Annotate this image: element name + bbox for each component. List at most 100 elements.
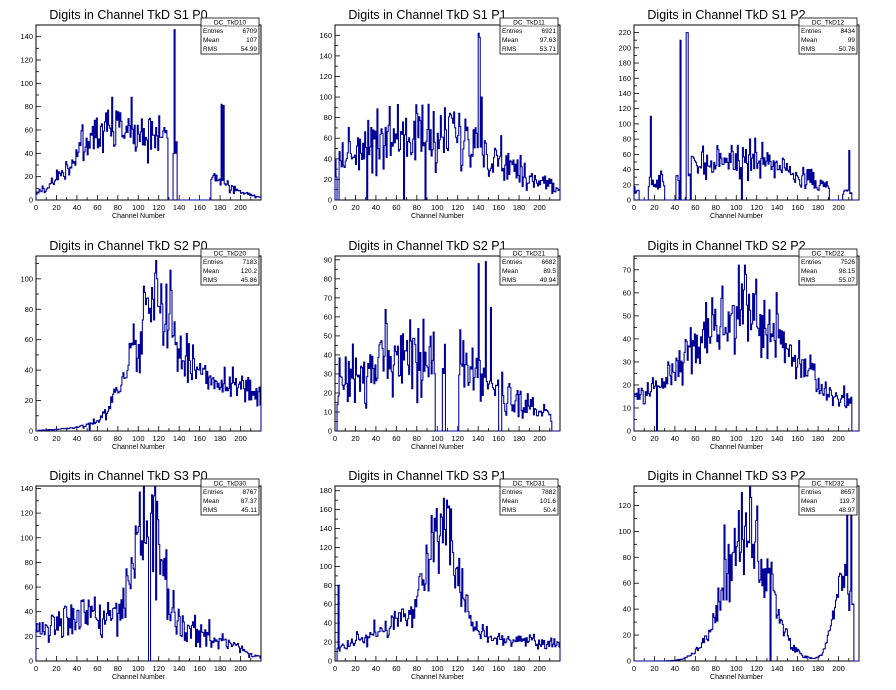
x-tick-label: 120: [750, 434, 763, 443]
y-tick-label: 40: [623, 334, 631, 343]
y-tick-label: 50: [324, 331, 332, 340]
x-tick-label: 120: [152, 664, 165, 673]
chart-title: Digits in Channel TkD S3 P2: [647, 469, 805, 483]
x-tick-label: 80: [712, 664, 720, 673]
y-tick-label: 100: [20, 79, 33, 88]
histogram-series: [35, 486, 262, 662]
y-tick-label: 0: [328, 196, 332, 205]
x-tick-label: 0: [333, 664, 337, 673]
stats-mean-label: Mean: [203, 37, 220, 44]
x-tick-label: 140: [173, 434, 186, 443]
x-tick-label: 40: [372, 434, 380, 443]
stats-box-frame: [798, 248, 858, 286]
histogram-series: [634, 486, 859, 662]
stats-rms-value: 53.71: [540, 46, 557, 53]
x-axis-label: Channel Number: [411, 213, 465, 220]
x-tick-label: 20: [650, 434, 658, 443]
x-tick-label: 160: [492, 664, 505, 673]
y-tick-label: 0: [29, 196, 33, 205]
x-tick-label: 0: [632, 434, 636, 443]
y-tick-label: 40: [25, 366, 33, 375]
stats-rms-value: 50.76: [839, 46, 856, 53]
stats-entries-label: Entries: [203, 28, 224, 35]
stats-entries-label: Entries: [502, 28, 523, 35]
stats-mean-label: Mean: [801, 37, 818, 44]
x-tick-label: 140: [771, 664, 784, 673]
y-tick-label: 20: [25, 172, 33, 181]
x-tick-label: 60: [392, 203, 400, 212]
chart-title: Digits in Channel TkD S2 P0: [49, 239, 207, 253]
stats-name: DC_TkD30: [214, 481, 247, 488]
chart-title: Digits in Channel TkD S1 P0: [49, 8, 207, 22]
y-tick-label: 40: [324, 350, 332, 359]
x-tick-label: 60: [93, 664, 101, 673]
stats-entries-label: Entries: [203, 489, 224, 496]
y-tick-label: 200: [618, 43, 631, 52]
x-tick-label: 160: [492, 203, 505, 212]
stats-rms-value: 54.99: [241, 46, 258, 53]
y-tick-label: 40: [623, 165, 631, 174]
x-tick-label: 40: [671, 434, 679, 443]
x-tick-label: 160: [492, 434, 505, 443]
y-tick-label: 180: [618, 59, 631, 68]
stats-name: DC_TkD21: [513, 251, 546, 258]
y-tick-label: 140: [20, 32, 33, 41]
y-tick-label: 30: [623, 357, 631, 366]
x-tick-label: 120: [750, 203, 763, 212]
y-tick-label: 100: [20, 274, 33, 283]
stats-mean-label: Mean: [502, 498, 519, 505]
y-tick-label: 20: [623, 631, 631, 640]
x-tick-label: 160: [791, 203, 804, 212]
x-axis-label: Channel Number: [112, 674, 166, 681]
y-tick-label: 140: [319, 524, 332, 533]
histogram-series: [335, 497, 561, 662]
x-tick-label: 60: [691, 203, 699, 212]
x-tick-label: 60: [691, 434, 699, 443]
histogram-series: [633, 32, 859, 201]
y-tick-label: 60: [25, 126, 33, 135]
x-tick-label: 160: [193, 434, 206, 443]
y-tick-label: 100: [618, 527, 631, 536]
x-tick-label: 200: [234, 203, 247, 212]
y-tick-label: 80: [324, 113, 332, 122]
x-tick-label: 20: [351, 434, 359, 443]
y-tick-label: 180: [319, 486, 332, 495]
x-tick-label: 80: [114, 203, 122, 212]
x-tick-label: 0: [632, 203, 636, 212]
x-tick-label: 200: [234, 434, 247, 443]
y-tick-label: 120: [20, 509, 33, 518]
stats-name: DC_TkD10: [214, 20, 247, 27]
x-tick-label: 180: [812, 664, 825, 673]
x-tick-label: 0: [34, 664, 38, 673]
x-tick-label: 120: [750, 664, 763, 673]
y-tick-label: 20: [324, 638, 332, 647]
x-axis-label: Channel Number: [411, 444, 465, 451]
y-tick-label: 140: [319, 51, 332, 60]
x-tick-label: 200: [832, 434, 845, 443]
stats-rms-value: 45.86: [241, 277, 258, 284]
stats-name: DC_TkD20: [214, 251, 247, 258]
x-tick-label: 40: [73, 434, 81, 443]
y-tick-label: 80: [324, 581, 332, 590]
x-tick-label: 40: [671, 664, 679, 673]
y-tick-label: 60: [623, 579, 631, 588]
x-tick-label: 140: [472, 664, 485, 673]
x-tick-label: 80: [712, 434, 720, 443]
histogram-series: [36, 260, 262, 432]
stats-box-frame: [499, 478, 559, 516]
x-tick-label: 60: [691, 664, 699, 673]
y-tick-label: 80: [324, 274, 332, 283]
x-tick-label: 120: [451, 664, 464, 673]
y-tick-label: 40: [324, 619, 332, 628]
stats-mean-label: Mean: [203, 498, 220, 505]
stats-rms-label: RMS: [801, 277, 816, 284]
stats-mean-label: Mean: [502, 268, 519, 275]
stats-entries-label: Entries: [801, 489, 822, 496]
stats-name: DC_TkD22: [812, 251, 845, 258]
x-tick-label: 60: [392, 434, 400, 443]
histogram-panel: Digits in Channel TkD S3 P2 0 20 40 60 80 100 1…: [618, 469, 860, 681]
x-tick-label: 40: [372, 203, 380, 212]
x-tick-label: 80: [114, 434, 122, 443]
